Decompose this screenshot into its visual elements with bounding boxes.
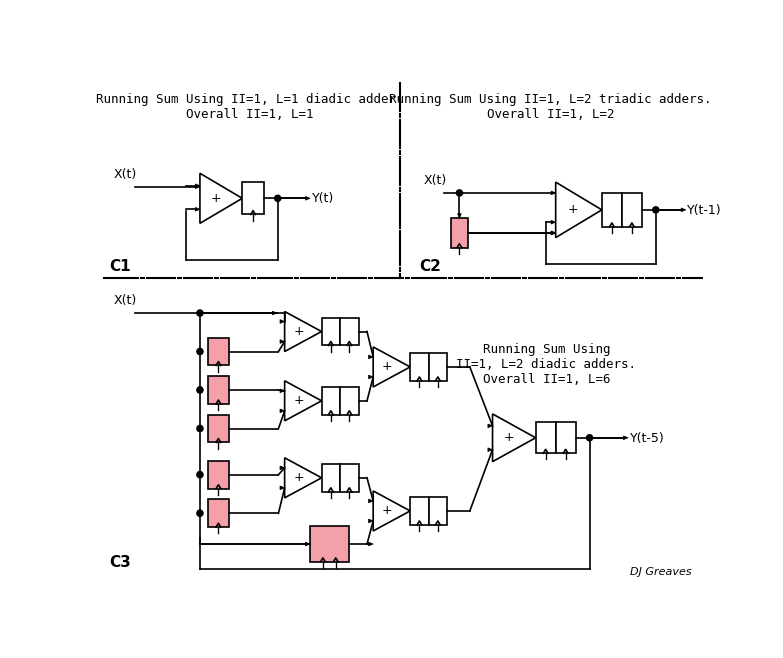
Text: X(t): X(t) [114, 168, 137, 180]
Polygon shape [198, 510, 202, 515]
Text: Running Sum Using
II=1, L=2 diadic adders.
Overall II=1, L=6: Running Sum Using II=1, L=2 diadic adder… [456, 343, 637, 386]
Bar [428, 353, 447, 381]
Bar [322, 387, 340, 415]
Bar [410, 353, 428, 381]
Circle shape [197, 472, 203, 478]
Text: +: + [294, 394, 304, 407]
Bar [451, 218, 468, 247]
Circle shape [197, 310, 203, 316]
Polygon shape [681, 208, 686, 212]
Polygon shape [551, 220, 556, 224]
Text: C1: C1 [109, 259, 131, 274]
Polygon shape [285, 381, 322, 421]
Text: +: + [294, 471, 304, 484]
Text: +: + [568, 203, 579, 216]
Text: Running Sum Using II=1, L=1 diadic adder.
Overall II=1, L=1: Running Sum Using II=1, L=1 diadic adder… [96, 93, 404, 121]
Text: Y(t-5): Y(t-5) [630, 432, 664, 445]
Text: +: + [382, 361, 392, 374]
Polygon shape [488, 448, 493, 451]
Text: C2: C2 [420, 259, 442, 274]
Polygon shape [200, 173, 242, 223]
Polygon shape [623, 436, 628, 440]
Polygon shape [272, 311, 277, 315]
Polygon shape [280, 340, 285, 343]
Text: +: + [503, 431, 514, 444]
Polygon shape [198, 387, 202, 392]
Circle shape [275, 195, 281, 201]
Text: +: + [211, 192, 222, 205]
Polygon shape [373, 347, 410, 387]
Bar [602, 193, 622, 227]
Bar [310, 526, 348, 562]
Text: X(t): X(t) [114, 294, 137, 307]
Polygon shape [369, 519, 373, 523]
Polygon shape [280, 466, 285, 470]
Polygon shape [280, 409, 285, 413]
Polygon shape [551, 231, 556, 235]
Bar [242, 182, 264, 215]
Bar [207, 415, 229, 442]
Polygon shape [198, 426, 202, 430]
Polygon shape [493, 414, 536, 462]
Circle shape [456, 190, 463, 196]
Circle shape [197, 349, 203, 355]
Polygon shape [305, 197, 310, 200]
Bar [536, 422, 556, 453]
Circle shape [197, 387, 203, 393]
Polygon shape [305, 542, 310, 546]
Polygon shape [198, 472, 202, 476]
Bar [556, 422, 576, 453]
Text: Y(t): Y(t) [312, 192, 334, 205]
Polygon shape [195, 184, 200, 188]
Bar [340, 387, 359, 415]
Bar [207, 499, 229, 527]
Bar [207, 461, 229, 489]
Polygon shape [280, 320, 285, 323]
Polygon shape [369, 542, 373, 546]
Text: C3: C3 [109, 555, 131, 570]
Polygon shape [195, 207, 200, 211]
Text: +: + [294, 325, 304, 338]
Bar [340, 318, 359, 345]
Circle shape [586, 435, 593, 441]
Bar [322, 318, 340, 345]
Bar [207, 338, 229, 365]
Polygon shape [551, 191, 556, 195]
Text: DJ Greaves: DJ Greaves [630, 567, 691, 577]
Bar [410, 497, 428, 525]
Polygon shape [195, 185, 200, 189]
Polygon shape [285, 311, 322, 351]
Bar [207, 376, 229, 404]
Polygon shape [369, 499, 373, 503]
Polygon shape [198, 349, 202, 353]
Text: +: + [382, 505, 392, 517]
Polygon shape [551, 231, 556, 235]
Text: Y(t-1): Y(t-1) [687, 204, 721, 216]
Polygon shape [285, 458, 322, 498]
Polygon shape [369, 375, 373, 379]
Polygon shape [369, 355, 373, 359]
Bar [428, 497, 447, 525]
Circle shape [197, 510, 203, 517]
Bar [622, 193, 642, 227]
Polygon shape [556, 182, 602, 238]
Bar [322, 464, 340, 492]
Text: X(t): X(t) [424, 174, 446, 187]
Circle shape [653, 207, 659, 213]
Polygon shape [488, 424, 493, 428]
Bar [340, 464, 359, 492]
Polygon shape [373, 491, 410, 531]
Text: Running Sum Using II=1, L=2 triadic adders.
Overall II=1, L=2: Running Sum Using II=1, L=2 triadic adde… [389, 93, 712, 121]
Circle shape [197, 426, 203, 432]
Polygon shape [457, 214, 461, 218]
Polygon shape [280, 389, 285, 393]
Polygon shape [280, 486, 285, 490]
